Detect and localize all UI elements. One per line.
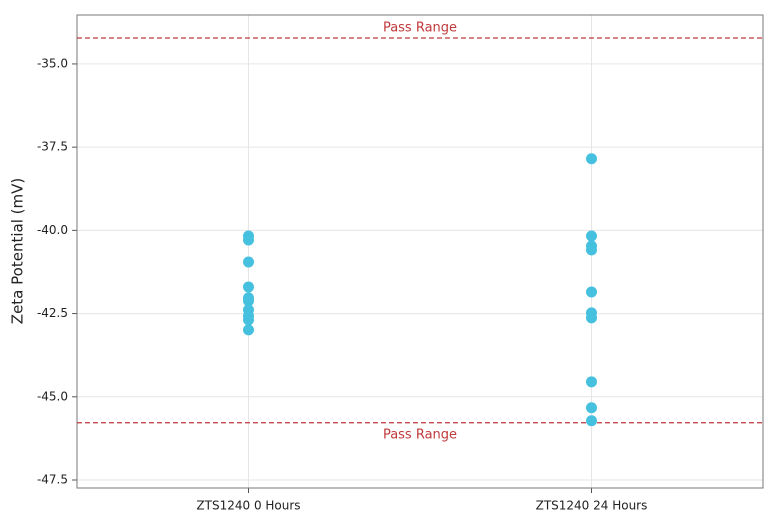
plot-frame (76, 14, 764, 489)
y-tick-label: -37.5 (37, 140, 68, 154)
x-tick-label: ZTS1240 24 Hours (536, 499, 648, 513)
point (586, 230, 597, 242)
reference-label: Pass Range (383, 20, 457, 35)
point (243, 324, 254, 336)
point (243, 234, 254, 246)
point (243, 314, 254, 326)
point (586, 376, 597, 388)
y-tick-label: -35.0 (37, 56, 68, 70)
point (586, 244, 597, 256)
point (586, 312, 597, 324)
y-tick-label: -42.5 (37, 306, 68, 320)
reference-label: Pass Range (383, 427, 457, 442)
y-tick-label: -47.5 (37, 473, 68, 487)
point (243, 256, 254, 268)
x-tick-label: ZTS1240 0 Hours (196, 499, 300, 513)
y-tick-label: -40.0 (37, 223, 68, 237)
point (243, 281, 254, 293)
y-axis-label: Zeta Potential (mV) (9, 178, 27, 324)
point (586, 153, 597, 165)
point (586, 286, 597, 298)
point (586, 415, 597, 427)
y-tick-label: -45.0 (37, 389, 68, 403)
point (586, 402, 597, 414)
point (243, 295, 254, 307)
